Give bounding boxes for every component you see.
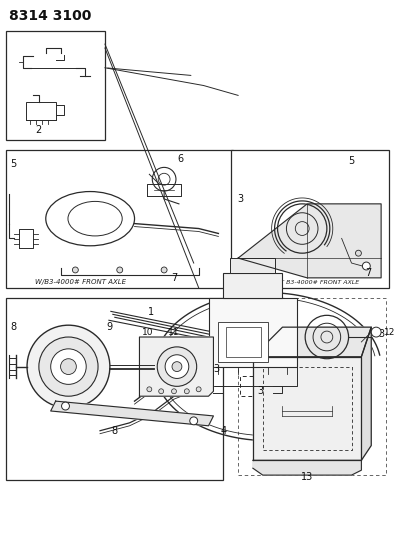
Circle shape [51,349,86,384]
Text: 3: 3 [237,194,243,204]
Circle shape [362,262,370,270]
FancyBboxPatch shape [219,322,268,362]
Text: 3: 3 [258,386,264,396]
Circle shape [159,389,164,394]
Circle shape [117,267,123,273]
Text: 8314 3100: 8314 3100 [9,9,92,22]
Text: 10: 10 [142,328,153,336]
FancyBboxPatch shape [231,150,389,288]
Text: 7: 7 [365,268,371,278]
Circle shape [157,347,197,386]
FancyBboxPatch shape [6,31,105,140]
Circle shape [161,267,167,273]
Circle shape [72,267,78,273]
FancyBboxPatch shape [209,297,297,367]
Polygon shape [51,401,213,426]
FancyBboxPatch shape [230,258,275,273]
Text: 1: 1 [148,308,154,317]
FancyBboxPatch shape [6,297,223,480]
Text: 8: 8 [10,322,16,332]
Text: 13: 13 [301,472,313,482]
Text: 3: 3 [378,329,384,339]
Circle shape [39,337,98,396]
Polygon shape [361,327,371,461]
Polygon shape [253,357,361,461]
Polygon shape [139,337,213,396]
Polygon shape [238,204,381,278]
Text: 8: 8 [112,426,118,435]
Circle shape [371,327,381,337]
FancyBboxPatch shape [26,102,56,120]
Polygon shape [19,229,33,248]
Text: 6: 6 [178,155,184,165]
FancyBboxPatch shape [226,327,261,357]
Circle shape [196,387,201,392]
Circle shape [172,389,176,394]
Circle shape [27,325,110,408]
Circle shape [355,250,361,256]
Circle shape [62,402,69,410]
Polygon shape [253,327,371,357]
FancyBboxPatch shape [6,150,233,288]
Text: 7: 7 [171,273,177,283]
Circle shape [172,362,182,372]
Text: 5: 5 [10,159,16,169]
Text: W/B3-4000# FRONT AXLE: W/B3-4000# FRONT AXLE [35,279,126,285]
Circle shape [165,355,189,378]
Text: 9: 9 [107,322,113,332]
Polygon shape [253,461,361,475]
Circle shape [147,387,152,392]
Text: 3: 3 [213,364,220,374]
FancyBboxPatch shape [223,273,283,297]
Text: 11: 11 [168,328,180,336]
Circle shape [190,417,198,425]
Text: 5: 5 [348,157,355,166]
Circle shape [184,389,189,394]
Text: 2: 2 [35,125,41,135]
Text: 4: 4 [220,426,226,435]
Circle shape [60,359,76,375]
Text: 12: 12 [384,328,396,336]
Text: EXCEPT B3-4000# FRONT AXLE: EXCEPT B3-4000# FRONT AXLE [260,280,360,285]
